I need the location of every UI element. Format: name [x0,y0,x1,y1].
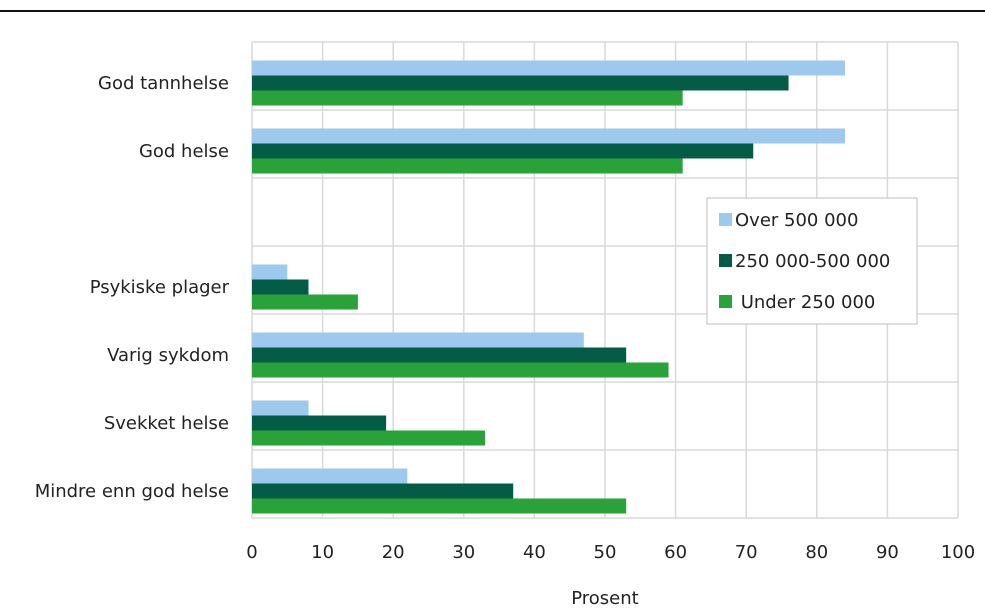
bar [252,430,485,446]
x-axis-title: Prosent [571,588,638,608]
bar [252,264,288,280]
bar [252,347,627,363]
x-tick-label: 70 [735,542,758,563]
legend-box [706,197,918,325]
bar [252,332,584,348]
legend-swatch [719,213,732,226]
x-tick-labels: 0 10 20 30 40 50 60 70 80 90 100 [246,542,975,563]
bar [252,400,309,416]
legend: Over 500 000 250 000-500 000 Under 250 00… [706,197,918,325]
x-tick-label: 10 [311,542,334,563]
x-tick-label: 60 [664,542,687,563]
x-tick-label: 80 [805,542,828,563]
bar [252,294,358,310]
bar [252,128,846,144]
category-labels: God tannhelse God helse Psykiske plager Var… [35,73,230,502]
bar [252,362,669,378]
bar [252,468,408,484]
legend-swatch [719,254,732,267]
legend-label: Over 500 000 [735,210,858,231]
x-tick-label: 30 [452,542,475,563]
bar [252,498,627,514]
category-label: God tannhelse [98,73,229,94]
category-label: Svekket helse [104,413,229,434]
x-tick-label: 100 [941,542,975,563]
x-tick-label: 20 [382,542,405,563]
x-tick-label: 0 [246,542,257,563]
bar [252,279,309,295]
legend-label: Under 250 000 [735,292,875,313]
bar [252,158,683,174]
bar [252,415,387,431]
bar [252,75,789,91]
bar [252,90,683,106]
bar [252,483,514,499]
category-label: Mindre enn god helse [35,481,229,502]
gridlines [251,41,959,519]
bars [252,60,846,514]
x-tick-label: 40 [523,542,546,563]
x-tick-label: 90 [876,542,899,563]
category-label: Varig sykdom [107,345,229,366]
legend-label: 250 000-500 000 [735,251,890,272]
legend-swatch [719,295,732,308]
category-label: God helse [139,141,229,162]
category-label: Psykiske plager [90,277,230,298]
bar [252,143,754,159]
bar [252,60,846,76]
x-tick-label: 50 [594,542,617,563]
